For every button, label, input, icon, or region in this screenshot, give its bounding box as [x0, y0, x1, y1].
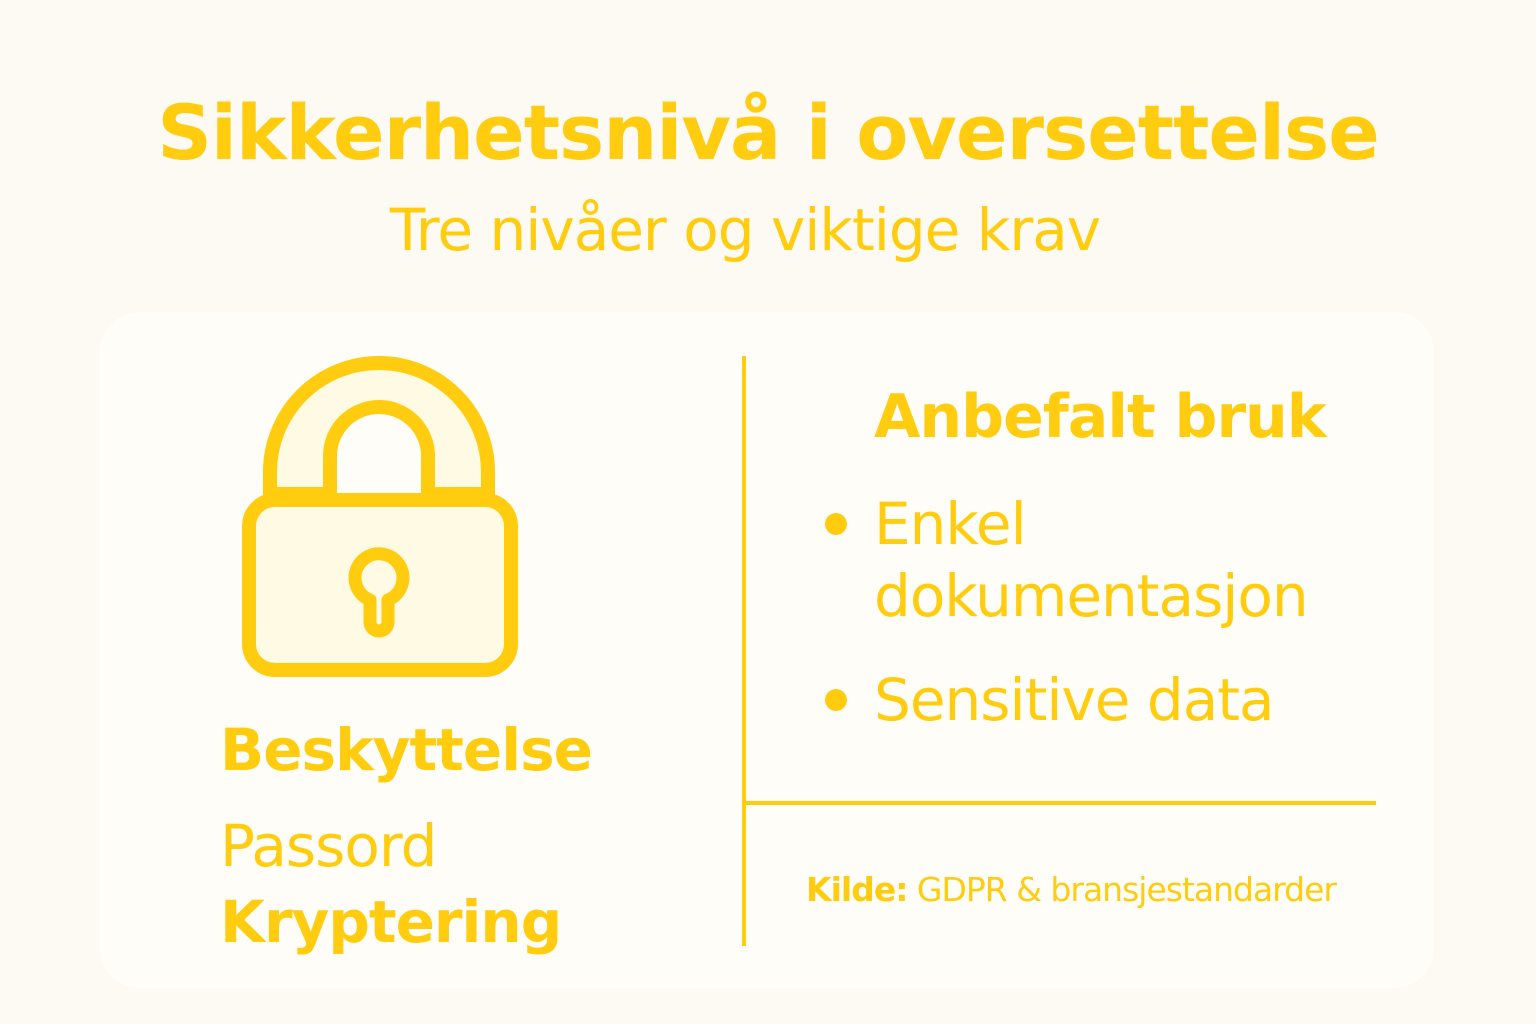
- protection-heading: Beskyttelse: [220, 716, 593, 784]
- bullet-item: Sensitive data: [874, 666, 1275, 734]
- page-subtitle: Tre nivåer og viktige krav: [389, 196, 1101, 264]
- bullet-icon: [825, 689, 847, 711]
- horizontal-divider: [746, 801, 1376, 805]
- protection-item-password: Passord: [220, 812, 437, 880]
- source-note: Kilde: GDPR & bransjestandarder: [806, 870, 1337, 909]
- vertical-divider: [742, 356, 746, 946]
- source-text: GDPR & bransjestandarder: [916, 870, 1337, 909]
- recommended-use-heading: Anbefalt bruk: [874, 382, 1327, 452]
- bullet-item: Enkel dokumentasjon: [874, 490, 1309, 630]
- padlock-icon: [242, 356, 518, 677]
- source-label: Kilde:: [806, 870, 908, 909]
- bullet-icon: [825, 513, 847, 535]
- protection-item-encryption: Kryptering: [220, 888, 562, 956]
- page-title: Sikkerhetsnivå i oversettelse: [157, 88, 1380, 177]
